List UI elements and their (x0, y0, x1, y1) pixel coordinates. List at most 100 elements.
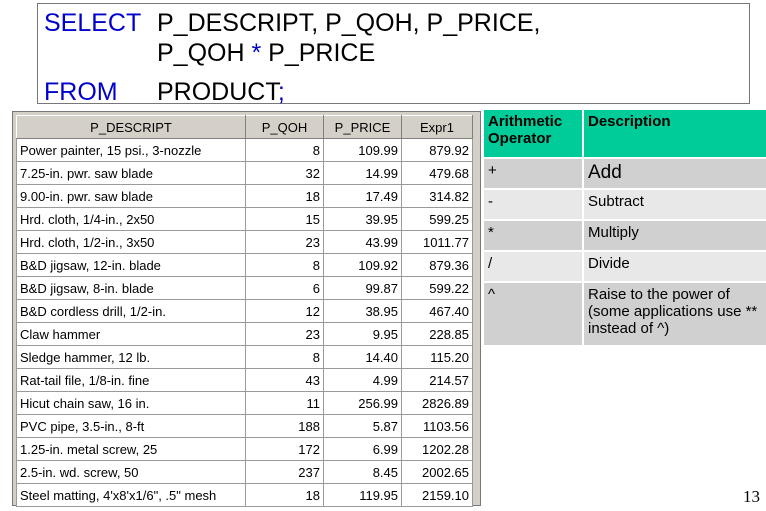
table-row[interactable]: PVC pipe, 3.5-in., 8-ft 188 5.87 1103.56 (16, 414, 473, 438)
operator-description: Raise to the power of (some applications… (584, 283, 766, 347)
cell-p-qoh: 15 (245, 207, 324, 231)
cell-expr1: 1011.77 (401, 230, 473, 254)
cell-p-price: 43.99 (323, 230, 402, 254)
cell-p-descript: Sledge hammer, 12 lb. (16, 345, 246, 369)
operator-row: - Subtract (484, 190, 766, 221)
cell-p-descript: Power painter, 15 psi., 3-nozzle (16, 138, 246, 162)
cell-p-descript: PVC pipe, 3.5-in., 8-ft (16, 414, 246, 438)
cell-p-price: 4.99 (323, 368, 402, 392)
operator-description: Subtract (584, 190, 766, 221)
table-row[interactable]: Hicut chain saw, 16 in. 11 256.99 2826.89 (16, 391, 473, 415)
table-row[interactable]: Power painter, 15 psi., 3-nozzle 8 109.99 8… (16, 138, 473, 162)
cell-expr1: 1103.56 (401, 414, 473, 438)
operator-description: Multiply (584, 221, 766, 252)
cell-expr1: 879.36 (401, 253, 473, 277)
cell-p-qoh: 32 (245, 161, 324, 185)
operator-symbol: * (484, 221, 584, 252)
cell-p-descript: 1.25-in. metal screw, 25 (16, 437, 246, 461)
table-row[interactable]: 2.5-in. wd. screw, 50 237 8.45 2002.65 (16, 460, 473, 484)
cell-p-descript: B&D jigsaw, 8-in. blade (16, 276, 246, 300)
table-row[interactable]: Hrd. cloth, 1/4-in., 2x50 15 39.95 599.25 (16, 207, 473, 231)
cell-p-descript: B&D jigsaw, 12-in. blade (16, 253, 246, 277)
table-row[interactable]: Rat-tail file, 1/8-in. fine 43 4.99 214.57 (16, 368, 473, 392)
cell-p-price: 14.99 (323, 161, 402, 185)
operator-symbol: + (484, 159, 584, 190)
operator-row: + Add (484, 159, 766, 190)
cell-p-qoh: 6 (245, 276, 324, 300)
table-row[interactable]: B&D jigsaw, 8-in. blade 6 99.87 599.22 (16, 276, 473, 300)
operator-column-header: Arithmetic Operator (484, 110, 584, 159)
cell-p-qoh: 12 (245, 299, 324, 323)
table-row[interactable]: 1.25-in. metal screw, 25 172 6.99 1202.28 (16, 437, 473, 461)
query-result-grid: P_DESCRIPT P_QOH P_PRICE Expr1 Power painte… (12, 111, 481, 507)
cell-expr1: 214.57 (401, 368, 473, 392)
operator-row: ^ Raise to the power of (some application… (484, 283, 766, 347)
table-row[interactable]: B&D jigsaw, 12-in. blade 8 109.92 879.36 (16, 253, 473, 277)
operators-header-row: Arithmetic Operator Description (484, 110, 766, 159)
cell-p-price: 119.95 (323, 483, 402, 507)
operator-symbol: - (484, 190, 584, 221)
from-table: PRODUCT (157, 78, 278, 106)
cell-expr1: 479.68 (401, 161, 473, 185)
table-row[interactable]: B&D cordless drill, 1/2-in. 12 38.95 467.40 (16, 299, 473, 323)
operator-row: * Multiply (484, 221, 766, 252)
table-row[interactable]: Claw hammer 23 9.95 228.85 (16, 322, 473, 346)
cell-p-descript: 7.25-in. pwr. saw blade (16, 161, 246, 185)
cell-p-price: 14.40 (323, 345, 402, 369)
cell-p-descript: 9.00-in. pwr. saw blade (16, 184, 246, 208)
sql-query-box: SELECT P_DESCRIPT, P_QOH, P_PRICE, P_QOH… (37, 3, 750, 106)
cell-expr1: 228.85 (401, 322, 473, 346)
cell-p-qoh: 8 (245, 253, 324, 277)
cell-p-descript: Rat-tail file, 1/8-in. fine (16, 368, 246, 392)
column-header-expr1[interactable]: Expr1 (401, 115, 473, 139)
cell-expr1: 467.40 (401, 299, 473, 323)
table-row[interactable]: 9.00-in. pwr. saw blade 18 17.49 314.82 (16, 184, 473, 208)
cell-p-descript: 2.5-in. wd. screw, 50 (16, 460, 246, 484)
column-header-p-price[interactable]: P_PRICE (323, 115, 402, 139)
operator-description: Add (584, 159, 766, 190)
cell-p-descript: Hrd. cloth, 1/2-in., 3x50 (16, 230, 246, 254)
cell-p-qoh: 23 (245, 322, 324, 346)
table-row[interactable]: 7.25-in. pwr. saw blade 32 14.99 479.68 (16, 161, 473, 185)
cell-p-price: 5.87 (323, 414, 402, 438)
column-header-p-descript[interactable]: P_DESCRIPT (16, 115, 246, 139)
page-number: 13 (743, 487, 760, 506)
statement-terminator: ; (277, 78, 285, 106)
cell-p-qoh: 188 (245, 414, 324, 438)
cell-expr1: 314.82 (401, 184, 473, 208)
cell-p-price: 8.45 (323, 460, 402, 484)
multiply-operator: * (251, 39, 262, 67)
select-keyword: SELECT (44, 9, 142, 37)
table-row[interactable]: Sledge hammer, 12 lb. 8 14.40 115.20 (16, 345, 473, 369)
cell-expr1: 115.20 (401, 345, 473, 369)
cell-p-qoh: 8 (245, 138, 324, 162)
arithmetic-operators-table: Arithmetic Operator Description + Add - Sub… (484, 110, 766, 347)
cell-p-qoh: 18 (245, 184, 324, 208)
cell-p-price: 109.99 (323, 138, 402, 162)
column-header-p-qoh[interactable]: P_QOH (245, 115, 324, 139)
cell-p-price: 9.95 (323, 322, 402, 346)
table-row[interactable]: Hrd. cloth, 1/2-in., 3x50 23 43.99 1011.77 (16, 230, 473, 254)
cell-p-qoh: 172 (245, 437, 324, 461)
from-keyword: FROM (44, 78, 118, 106)
result-header-row: P_DESCRIPT P_QOH P_PRICE Expr1 (16, 115, 473, 139)
operator-symbol: ^ (484, 283, 584, 347)
description-column-header: Description (584, 110, 766, 159)
select-columns-2b: P_PRICE (261, 39, 376, 67)
cell-p-qoh: 237 (245, 460, 324, 484)
select-columns-2a: P_QOH (157, 39, 252, 67)
select-columns-line-1: P_DESCRIPT, P_QOH, P_PRICE, (157, 9, 541, 37)
cell-p-price: 109.92 (323, 253, 402, 277)
cell-p-qoh: 18 (245, 483, 324, 507)
cell-expr1: 599.25 (401, 207, 473, 231)
cell-expr1: 1202.28 (401, 437, 473, 461)
cell-expr1: 2159.10 (401, 483, 473, 507)
cell-p-qoh: 43 (245, 368, 324, 392)
operator-symbol: / (484, 252, 584, 283)
cell-p-price: 38.95 (323, 299, 402, 323)
cell-p-price: 17.49 (323, 184, 402, 208)
cell-p-qoh: 23 (245, 230, 324, 254)
cell-expr1: 2826.89 (401, 391, 473, 415)
table-row[interactable]: Steel matting, 4'x8'x1/6", .5" mesh 18 119… (16, 483, 473, 507)
cell-p-price: 6.99 (323, 437, 402, 461)
